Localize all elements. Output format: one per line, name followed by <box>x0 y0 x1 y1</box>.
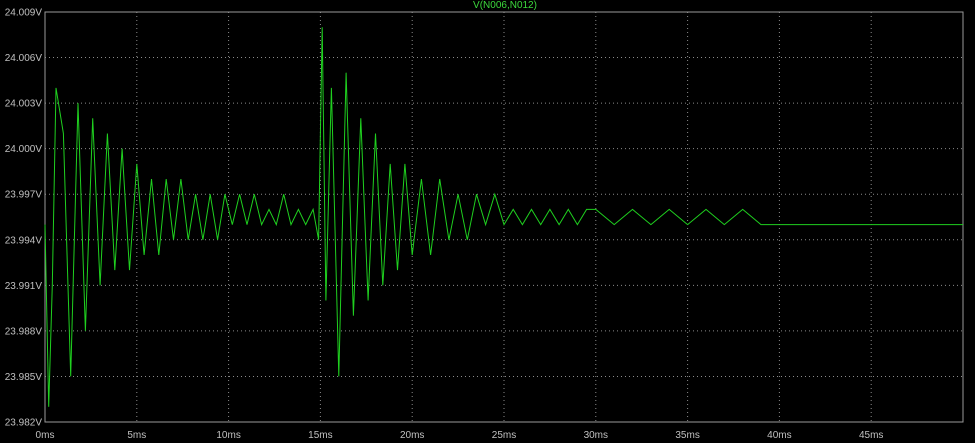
x-tick-label: 25ms <box>492 430 516 441</box>
y-tick-label: 24.003V <box>5 99 43 110</box>
y-tick-label: 23.997V <box>5 190 43 201</box>
x-tick-label: 15ms <box>308 430 332 441</box>
y-tick-label: 23.985V <box>5 372 43 383</box>
x-tick-label: 35ms <box>675 430 699 441</box>
x-tick-label: 5ms <box>127 430 146 441</box>
y-tick-label: 23.994V <box>5 235 43 246</box>
grid <box>45 12 963 422</box>
x-tick-label: 40ms <box>767 430 791 441</box>
trace-line-v-n006-n012 <box>44 27 963 407</box>
x-tick-label: 10ms <box>216 430 240 441</box>
y-tick-label: 24.009V <box>5 8 43 19</box>
trace-title: V(N006,N012) <box>473 0 537 11</box>
y-tick-label: 23.991V <box>5 281 43 292</box>
x-axis-tick-labels: 0ms 5ms 10ms 15ms 20ms 25ms 30ms 35ms 40ms 45ms <box>36 430 884 441</box>
x-tick-label: 0ms <box>36 430 55 441</box>
x-tick-label: 20ms <box>400 430 424 441</box>
plot-frame <box>44 11 964 423</box>
x-tick-label: 30ms <box>584 430 608 441</box>
y-axis-tick-labels: 24.009V 24.006V 24.003V 24.000V 23.997V 23.99… <box>5 8 43 429</box>
y-tick-label: 23.982V <box>5 418 43 429</box>
x-tick-label: 45ms <box>859 430 883 441</box>
y-tick-label: 24.000V <box>5 144 43 155</box>
y-tick-label: 23.988V <box>5 326 43 337</box>
y-tick-label: 24.006V <box>5 53 43 64</box>
